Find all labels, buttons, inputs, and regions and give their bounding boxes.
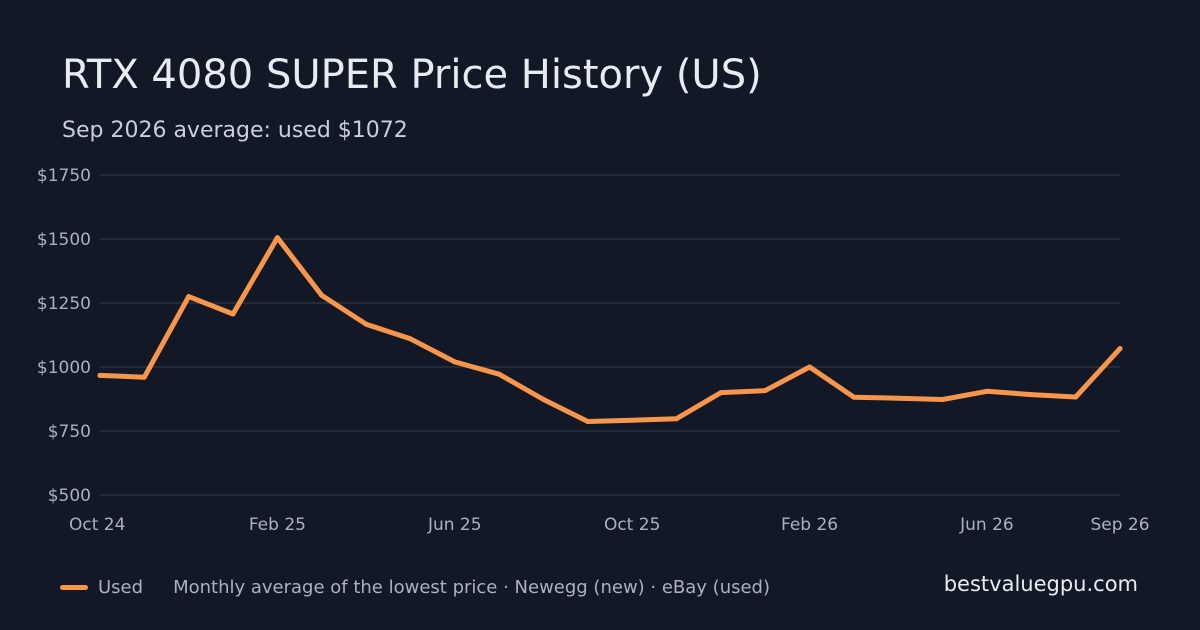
data-point [1117,346,1123,352]
data-point [186,294,192,300]
x-tick-label: Oct 25 [604,515,660,535]
data-point [452,359,458,365]
y-axis: $1750 $1500 $1250 $1000 $750 $500 [37,166,91,506]
data-point [984,388,990,394]
data-point [718,390,724,396]
x-axis: Oct 24 Feb 25 Jun 25 Oct 25 Feb 26 Jun 26 Sep … [69,515,1150,535]
x-tick-label: Feb 26 [781,515,838,535]
data-point [97,372,103,378]
y-tick-label: $750 [48,422,91,442]
brand-watermark: bestvaluegpu.com [943,572,1138,596]
data-point [674,416,680,422]
data-point [807,364,813,370]
data-point [629,417,635,423]
data-point [319,292,325,298]
x-tick-label: Jun 25 [427,515,482,535]
data-point [141,374,147,380]
data-point [496,371,502,377]
data-point [851,394,857,400]
y-tick-label: $500 [48,486,91,506]
data-point [762,388,768,394]
data-point [1073,394,1079,400]
y-tick-label: $1000 [37,358,91,378]
data-point [407,336,413,342]
series-layer [97,235,1123,425]
data-point [363,321,369,327]
x-tick-label: Sep 26 [1090,515,1149,535]
data-point [540,397,546,403]
grid-layer [100,174,1120,496]
data-point [274,235,280,241]
y-tick-label: $1250 [37,294,91,314]
data-point [1028,392,1034,398]
data-point [940,397,946,403]
x-tick-label: Oct 24 [69,515,125,535]
data-point [230,311,236,317]
legend: Used Monthly average of the lowest price… [60,574,770,600]
chart-title: RTX 4080 SUPER Price History (US) [62,52,762,98]
series-line-used [97,235,1123,424]
x-tick-label: Jun 26 [959,515,1014,535]
y-tick-label: $1750 [37,166,91,186]
data-point [895,395,901,401]
source-note: Monthly average of the lowest price · Ne… [173,576,771,598]
legend-label-used: Used [98,576,144,598]
x-tick-label: Feb 25 [249,515,306,535]
chart-subtitle: Sep 2026 average: used $1072 [62,118,408,143]
data-point [585,419,591,425]
legend-swatch-used [60,584,88,590]
y-tick-label: $1500 [37,230,91,250]
